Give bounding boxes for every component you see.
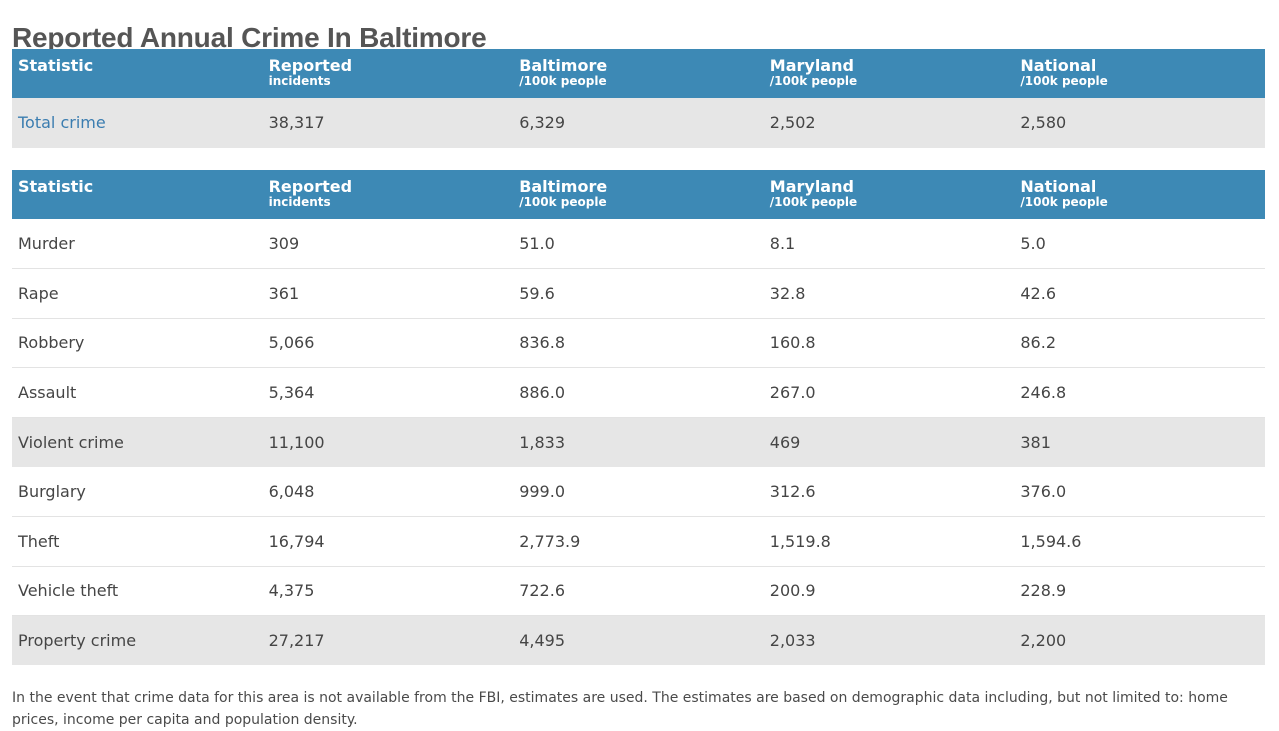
table-cell: 5,066: [268, 333, 315, 353]
table-row: Burglary 6,048 999.0 312.6 376.0: [12, 467, 1265, 517]
row-label: Assault: [18, 383, 77, 403]
page-title: Reported Annual Crime In Baltimore: [12, 21, 487, 53]
table-cell: 4,375: [268, 581, 315, 601]
table-cell: 8.1: [769, 234, 796, 254]
row-label: Vehicle theft: [18, 581, 119, 601]
table-row: Rape 361 59.6 32.8 42.6: [12, 269, 1265, 319]
table-cell: 836.8: [519, 333, 565, 353]
table-cell: 38,317: [268, 113, 325, 133]
row-label: Property crime: [18, 631, 137, 651]
table-cell: 309: [268, 234, 300, 254]
header-statistic: Statistic: [18, 56, 94, 75]
header-row: Statistic Reported incidents Baltimore/10…: [12, 170, 1265, 219]
table-header: Statistic Reported incidents Baltimore/10…: [12, 49, 1265, 98]
table-row: Theft 16,794 2,773.9 1,519.8 1,594.6: [12, 517, 1265, 567]
table-cell: 27,217: [268, 631, 325, 651]
table-cell: 361: [268, 283, 300, 303]
row-label: Rape: [18, 283, 59, 303]
row-label: Violent crime: [18, 432, 124, 452]
table-cell: 16,794: [268, 531, 325, 551]
header-row: Statistic Reported incidents Baltimore/10…: [12, 49, 1265, 98]
table-cell: 6,048: [268, 482, 315, 502]
table-cell: 228.9: [1020, 581, 1067, 601]
header-baltimore: Baltimore/100k people: [519, 177, 608, 209]
table-cell: 2,033: [769, 631, 816, 651]
table-cell: 6,329: [519, 113, 565, 133]
table-cell: 42.6: [1020, 283, 1056, 303]
table-cell: 51.0: [519, 234, 555, 254]
table-cell: 2,773.9: [519, 531, 581, 551]
table-cell: 2,580: [1020, 113, 1067, 133]
total-crime-link[interactable]: Total crime: [18, 113, 106, 133]
table-cell: 1,519.8: [769, 531, 831, 551]
total-crime-body: Total crime 38,317 6,329 2,502 2,580: [12, 98, 1265, 148]
header-national: National/100k people: [1020, 56, 1108, 88]
table-cell: 381: [1020, 432, 1051, 452]
table-cell: 246.8: [1020, 383, 1067, 403]
header-maryland: Maryland/100k people: [769, 56, 858, 88]
crime-breakdown-body: Murder 309 51.0 8.1 5.0 Rape 361 59.6 32.8 42.6 Ro…: [12, 219, 1265, 666]
table-cell: 999.0: [519, 482, 565, 502]
table-cell: 2,502: [769, 113, 816, 133]
table-cell: 86.2: [1020, 333, 1056, 353]
table-cell: 312.6: [769, 482, 816, 502]
row-label: Theft: [18, 531, 60, 551]
table-cell: 5.0: [1020, 234, 1046, 254]
header-reported: Reported incidents: [268, 56, 353, 88]
table-cell: 376.0: [1020, 482, 1067, 502]
table-row: Assault 5,364 886.0 267.0 246.8: [12, 368, 1265, 418]
crime-breakdown-table: Statistic Reported incidents Baltimore/10…: [12, 170, 1265, 666]
table-cell: 267.0: [769, 383, 816, 403]
header-reported: Reported incidents: [268, 177, 353, 209]
table-cell: 1,833: [519, 432, 565, 452]
table-cell: 11,100: [268, 432, 325, 452]
summary-row: Violent crime 11,100 1,833 469 381: [12, 417, 1265, 467]
total-crime-table: Statistic Reported incidents Baltimore/10…: [12, 49, 1265, 148]
estimate-note: In the event that crime data for this ar…: [12, 690, 1228, 728]
row-label: Robbery: [18, 333, 85, 353]
table-row: Murder 309 51.0 8.1 5.0: [12, 219, 1265, 269]
table-header: Statistic Reported incidents Baltimore/10…: [12, 170, 1265, 219]
table-cell: 59.6: [519, 283, 555, 303]
table-cell: 200.9: [769, 581, 816, 601]
header-national: National/100k people: [1020, 177, 1108, 209]
row-label: Murder: [18, 234, 75, 254]
table-row: Vehicle theft 4,375 722.6 200.9 228.9: [12, 566, 1265, 616]
summary-row: Property crime 27,217 4,495 2,033 2,200: [12, 615, 1265, 666]
header-baltimore: Baltimore/100k people: [519, 56, 608, 88]
table-cell: 469: [769, 432, 801, 452]
row-label: Burglary: [18, 482, 86, 502]
table-cell: 722.6: [519, 581, 565, 601]
table-cell: 886.0: [519, 383, 565, 403]
header-maryland: Maryland/100k people: [769, 177, 858, 209]
table-row: Robbery 5,066 836.8 160.8 86.2: [12, 318, 1265, 368]
table-cell: 1,594.6: [1020, 531, 1082, 551]
table-cell: 4,495: [519, 631, 565, 651]
header-statistic: Statistic: [18, 177, 94, 196]
table-cell: 160.8: [769, 333, 816, 353]
table-cell: 32.8: [769, 283, 806, 303]
summary-row: Total crime 38,317 6,329 2,502 2,580: [12, 98, 1265, 148]
table-cell: 2,200: [1020, 631, 1067, 651]
table-cell: 5,364: [268, 383, 315, 403]
